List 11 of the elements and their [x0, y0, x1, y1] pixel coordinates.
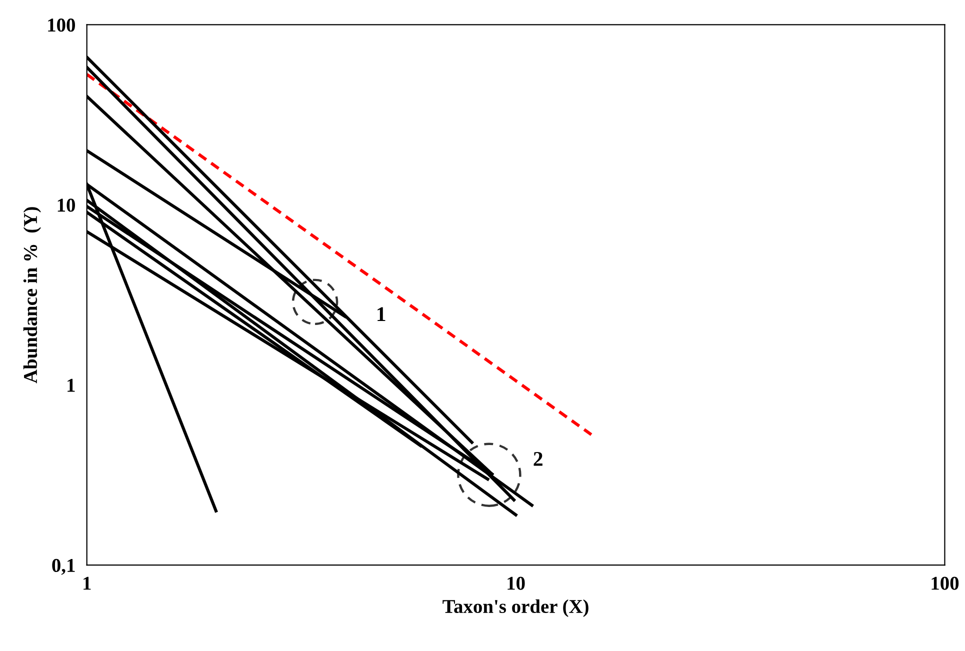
x-tick-label: 100	[932, 576, 959, 590]
y-axis-title: Abundance in % (Y)	[23, 207, 42, 384]
y-tick-label: 0,1	[52, 558, 75, 575]
y-tick-label: 1	[68, 378, 75, 392]
x-axis-title: Taxon's order (X)	[442, 599, 588, 617]
x-tick-label: 10	[508, 576, 525, 590]
y-tick-label: 10	[58, 198, 75, 212]
y-tick-label: 100	[48, 18, 75, 32]
x-tick-label: 1	[84, 576, 91, 590]
annotation: 2	[534, 452, 542, 466]
annotation: 1	[378, 307, 386, 321]
